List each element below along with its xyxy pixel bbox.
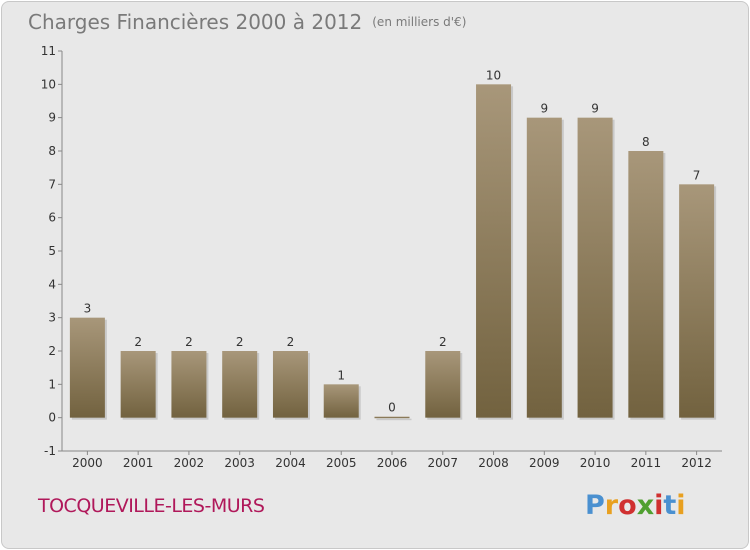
- place-name: TOCQUEVILLE-LES-MURS: [38, 495, 265, 517]
- chart-title: Charges Financières 2000 à 2012 (en milli…: [28, 10, 466, 34]
- x-tick-label: 2009: [529, 456, 560, 470]
- y-tick-label: 5: [48, 244, 56, 258]
- bar-value-label: 9: [540, 102, 548, 116]
- y-tick-label: 6: [48, 211, 56, 225]
- bar: [679, 184, 715, 418]
- bar-value-label: 8: [642, 135, 650, 149]
- logo-letter: i: [654, 490, 664, 521]
- bar-value-label: 1: [337, 368, 345, 382]
- bar: [374, 416, 410, 419]
- bar: [425, 351, 461, 418]
- x-tick-label: 2010: [580, 456, 611, 470]
- bar: [526, 117, 562, 418]
- x-tick-label: 2008: [478, 456, 509, 470]
- bar: [323, 384, 359, 418]
- x-tick-label: 2000: [72, 456, 103, 470]
- bar-shadow: [376, 418, 412, 421]
- y-tick-label: 9: [48, 111, 56, 125]
- y-tick-label: 4: [48, 277, 56, 291]
- y-tick-label: 1: [48, 377, 56, 391]
- bar: [171, 351, 207, 418]
- x-tick-label: 2007: [427, 456, 458, 470]
- y-tick-label: 10: [41, 77, 56, 91]
- bar-value-label: 2: [185, 335, 193, 349]
- x-tick-label: 2011: [631, 456, 662, 470]
- x-tick-label: 2003: [224, 456, 255, 470]
- bar-value-label: 2: [236, 335, 244, 349]
- bar-value-label: 2: [134, 335, 142, 349]
- bar-value-label: 10: [486, 68, 501, 82]
- bar: [577, 117, 613, 418]
- x-tick-label: 2001: [123, 456, 154, 470]
- x-tick-label: 2004: [275, 456, 306, 470]
- bar: [628, 151, 664, 418]
- bar-value-label: 9: [591, 102, 599, 116]
- logo-letter: i: [676, 490, 686, 521]
- bar-value-label: 3: [84, 302, 92, 316]
- logo-letter: x: [636, 490, 655, 521]
- logo-letter: P: [585, 490, 605, 521]
- y-tick-label: 8: [48, 144, 56, 158]
- bar-value-label: 2: [439, 335, 447, 349]
- y-tick-label: -1: [44, 444, 56, 458]
- bar-value-label: 7: [693, 168, 701, 182]
- logo-letter: o: [618, 490, 637, 521]
- bar: [476, 84, 512, 418]
- proxiti-logo[interactable]: Proxiti: [585, 490, 686, 521]
- y-tick-label: 11: [41, 44, 56, 58]
- chart-unit: (en milliers d'€): [372, 15, 467, 29]
- y-tick-label: 0: [48, 411, 56, 425]
- chart-title-text: Charges Financières 2000 à 2012: [28, 10, 363, 34]
- logo-letter: r: [604, 490, 619, 521]
- bar-value-label: 2: [287, 335, 295, 349]
- x-tick-label: 2012: [681, 456, 712, 470]
- bar-value-label: 0: [388, 401, 396, 415]
- logo-letter: t: [663, 490, 677, 521]
- bar: [222, 351, 258, 418]
- bar: [272, 351, 308, 418]
- x-tick-label: 2006: [377, 456, 408, 470]
- y-tick-label: 3: [48, 311, 56, 325]
- bar: [69, 317, 105, 418]
- bar: [120, 351, 156, 418]
- y-tick-label: 7: [48, 177, 56, 191]
- y-tick-label: 2: [48, 344, 56, 358]
- x-tick-label: 2002: [174, 456, 205, 470]
- x-tick-label: 2005: [326, 456, 357, 470]
